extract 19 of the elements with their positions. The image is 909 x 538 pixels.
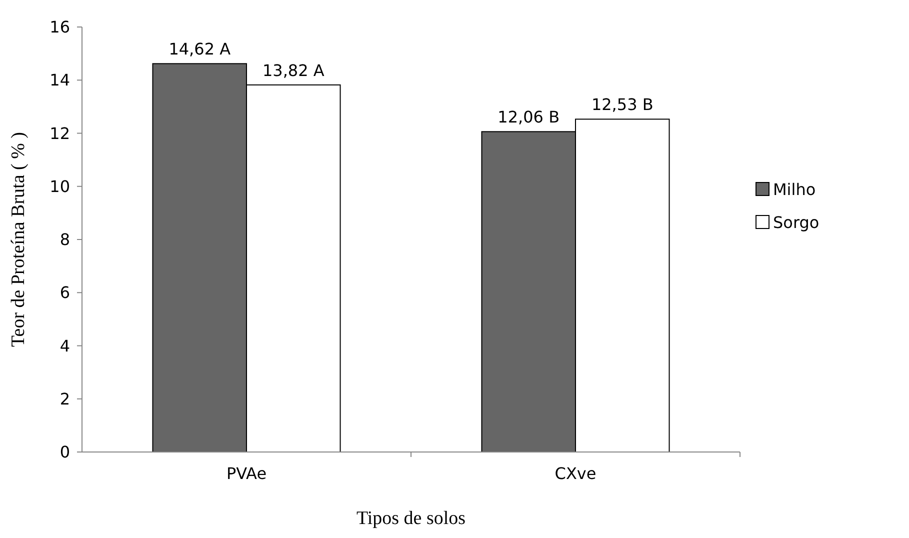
x-axis-title: Tipos de solos	[356, 508, 466, 529]
y-tick-label: 16	[50, 18, 70, 37]
legend-label: Milho	[773, 180, 816, 200]
data-label: 13,82 A	[262, 60, 324, 80]
data-label: 14,62 A	[168, 40, 231, 59]
data-label: 12,53 B	[591, 95, 654, 114]
y-tick-label: 12	[50, 124, 70, 143]
data-label: 12,06 B	[498, 108, 560, 127]
x-tick-label: CXve	[554, 464, 596, 483]
y-tick-label: 0	[60, 442, 70, 462]
y-tick-label: 2	[60, 389, 70, 408]
y-tick-label: 6	[60, 283, 70, 302]
x-tick-label: PVAe	[226, 464, 267, 483]
y-tick-label: 4	[60, 336, 70, 356]
y-tick-label: 8	[60, 230, 70, 250]
legend-label: Sorgo	[773, 213, 820, 232]
y-tick-label: 10	[50, 176, 70, 196]
y-tick-label: 14	[50, 70, 70, 90]
y-axis-title: Teor de Proteína Bruta ( % )	[8, 132, 29, 347]
